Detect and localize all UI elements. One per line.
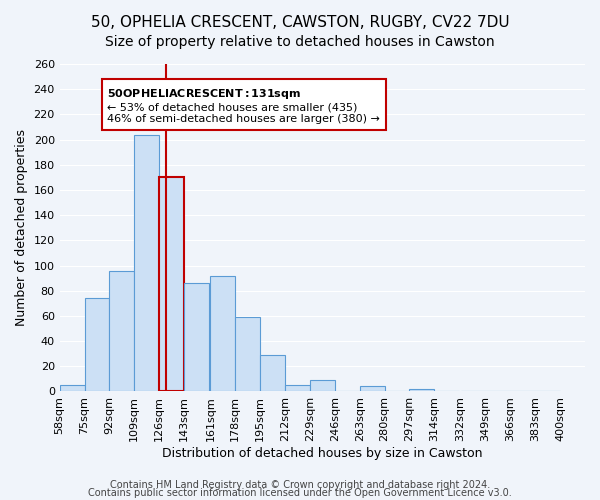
Bar [310,380,335,392]
Bar [359,386,385,392]
Bar [59,385,85,392]
Bar [109,270,134,392]
Bar [409,389,434,392]
Text: Contains HM Land Registry data © Crown copyright and database right 2024.: Contains HM Land Registry data © Crown c… [110,480,490,490]
Bar [159,178,184,392]
X-axis label: Distribution of detached houses by size in Cawston: Distribution of detached houses by size … [162,447,482,460]
Bar [184,283,209,392]
Bar [211,276,235,392]
Y-axis label: Number of detached properties: Number of detached properties [15,129,28,326]
Text: $\bf{50 OPHELIA CRESCENT: 131sqm}$
← 53% of detached houses are smaller (435)
46: $\bf{50 OPHELIA CRESCENT: 131sqm}$ ← 53%… [107,87,380,124]
Bar [134,134,159,392]
Bar [235,317,260,392]
Text: Size of property relative to detached houses in Cawston: Size of property relative to detached ho… [105,35,495,49]
Text: Contains public sector information licensed under the Open Government Licence v3: Contains public sector information licen… [88,488,512,498]
Text: 50, OPHELIA CRESCENT, CAWSTON, RUGBY, CV22 7DU: 50, OPHELIA CRESCENT, CAWSTON, RUGBY, CV… [91,15,509,30]
Bar [260,355,285,392]
Bar [285,385,310,392]
Bar [85,298,109,392]
